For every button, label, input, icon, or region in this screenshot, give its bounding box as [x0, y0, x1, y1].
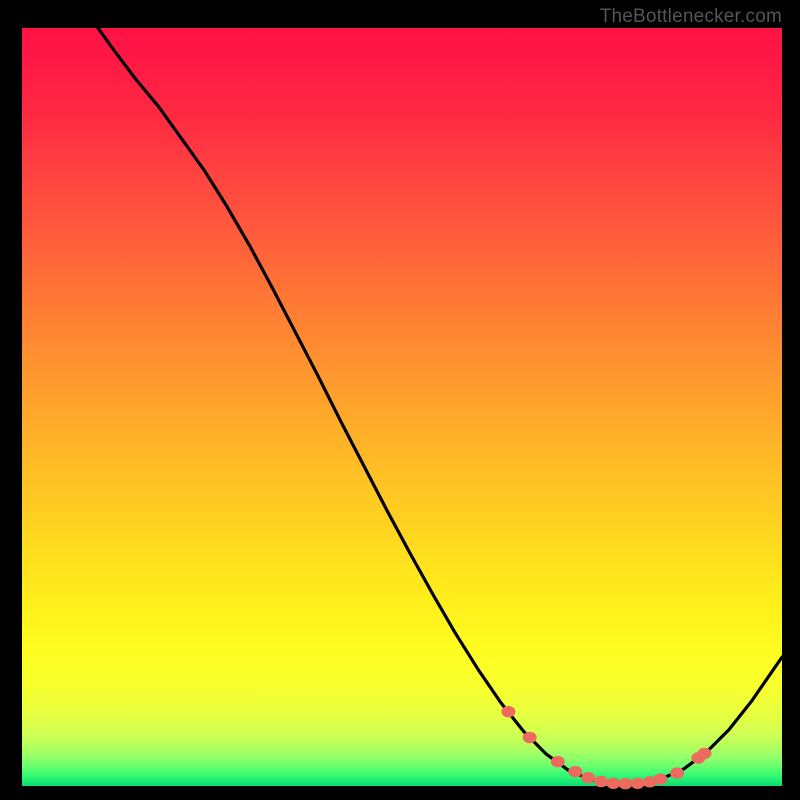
gradient-background [22, 28, 782, 786]
watermark-text: TheBottlenecker.com [600, 6, 782, 28]
chart-stage: TheBottlenecker.com [0, 0, 800, 800]
